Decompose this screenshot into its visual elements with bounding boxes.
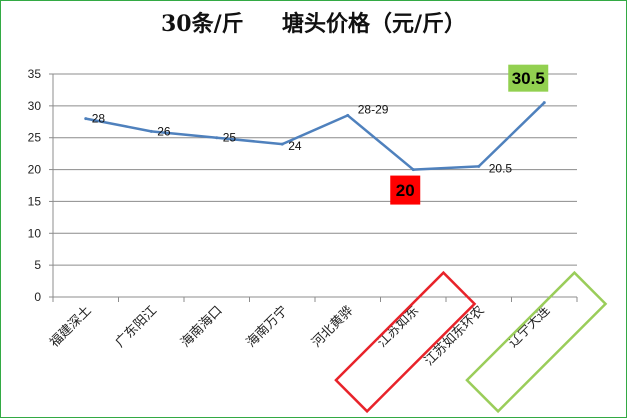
data-point: [280, 142, 284, 146]
y-tick-label: 30: [28, 99, 42, 113]
x-tick-label: 河北黄骅: [309, 303, 356, 350]
axes: [49, 73, 578, 302]
grid-lines: [53, 73, 577, 266]
y-tick-label: 0: [34, 290, 41, 304]
series-lines: [84, 101, 546, 172]
highlight-badge: [390, 175, 421, 205]
data-labels: 28 26 25 24 28-29 20.5: [92, 102, 513, 175]
y-tick-label: 20: [28, 163, 42, 177]
x-tick-label: 福建深土: [47, 303, 94, 350]
data-label: 25: [223, 131, 237, 145]
y-axis-ticks: 0 5 10 15 20 25 30 35: [28, 67, 42, 304]
data-label: 28: [92, 112, 106, 126]
y-tick-label: 15: [28, 194, 42, 208]
data-point: [346, 113, 350, 117]
data-label: 20.5: [489, 161, 513, 175]
data-point: [477, 164, 481, 168]
highlight-badge: [508, 64, 549, 92]
y-tick-label: 10: [28, 226, 42, 240]
data-label: 28-29: [358, 102, 389, 116]
highlight-box: [465, 270, 608, 414]
x-tick-label: 海南万宁: [243, 303, 291, 351]
data-label: 24: [288, 139, 302, 153]
y-tick-label: 5: [34, 258, 41, 272]
x-axis-ticks: 福建深土 广东阳江 海南海口 海南万宁 河北黄骅 江苏如东 江苏如东环农 辽宁大连: [47, 303, 553, 369]
chart-title: 30条/斤 塘头价格（元/斤）: [161, 11, 466, 37]
x-tick-label: 海南海口: [177, 303, 225, 351]
x-tick-label: 江苏如东: [374, 303, 422, 351]
data-point: [542, 101, 546, 105]
data-point: [84, 117, 88, 121]
highlight-annotations: 20 30.5: [334, 64, 608, 414]
y-tick-label: 25: [28, 131, 42, 145]
data-point: [411, 168, 415, 172]
data-point: [215, 136, 219, 140]
x-tick-label: 江苏如东环农: [421, 303, 487, 369]
series-line: [85, 101, 546, 171]
y-tick-label: 35: [28, 67, 42, 81]
x-tick-label: 广东阳江: [113, 303, 160, 350]
data-label: 26: [157, 124, 171, 138]
data-point: [149, 129, 153, 133]
highlight-label: 20: [396, 181, 415, 200]
x-tick-label: 辽宁大连: [505, 303, 553, 351]
highlight-box: [334, 270, 477, 414]
highlight-label: 30.5: [512, 69, 545, 88]
